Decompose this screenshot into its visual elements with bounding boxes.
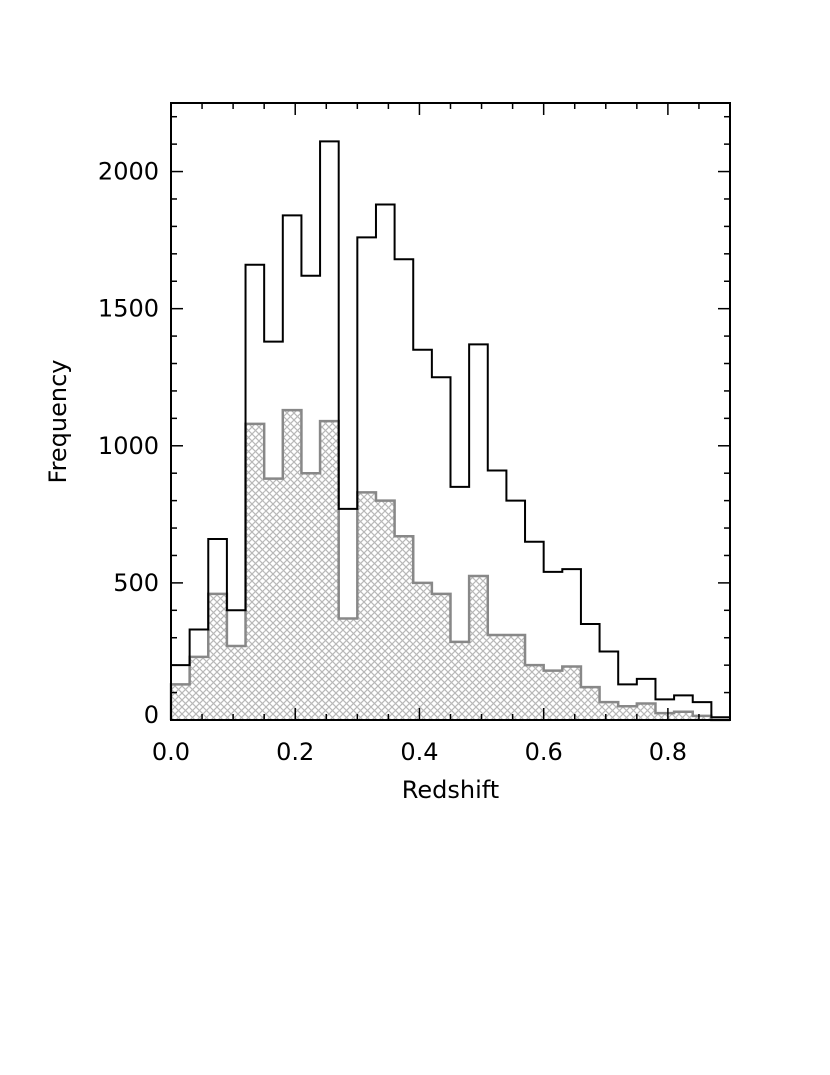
x-tick-label: 0.6 bbox=[525, 738, 563, 766]
hatched-bar bbox=[599, 702, 619, 720]
hatched-bar bbox=[469, 576, 488, 720]
hatched-bar bbox=[450, 641, 470, 720]
total-series-outline bbox=[170, 140, 731, 720]
hatched-bar bbox=[245, 423, 265, 720]
tick-labels: 0.0 0.2 0.4 0.6 0.8 0 500 1000 1500 2000 bbox=[98, 158, 687, 766]
y-axis-label: Frequency bbox=[44, 360, 72, 484]
histogram-bars bbox=[169, 140, 731, 722]
hatched-bar bbox=[431, 593, 451, 720]
hatched-bar bbox=[562, 666, 581, 720]
x-tick-label: 0.8 bbox=[649, 738, 687, 766]
x-tick-label: 0.2 bbox=[276, 738, 314, 766]
hatched-bar bbox=[301, 473, 321, 720]
hatched-bar bbox=[208, 593, 227, 720]
hatched-bar bbox=[655, 713, 675, 720]
y-tick-label: 2000 bbox=[98, 158, 159, 186]
y-tick-label: 500 bbox=[113, 569, 159, 597]
hatched-bar bbox=[282, 410, 302, 720]
hatched-bar bbox=[506, 634, 526, 720]
hatched-bar bbox=[636, 703, 656, 720]
hatched-bar bbox=[357, 492, 376, 720]
hatched-bar bbox=[264, 478, 283, 720]
x-tick-label: 0.0 bbox=[152, 738, 190, 766]
x-tick-label: 0.4 bbox=[400, 738, 438, 766]
hatched-bar bbox=[226, 645, 246, 720]
hatched-bar bbox=[171, 684, 190, 720]
hatched-bar bbox=[692, 715, 712, 720]
hatched-bar bbox=[543, 670, 563, 720]
hatched-bar bbox=[580, 687, 600, 720]
hatched-bar bbox=[189, 656, 209, 720]
hatched-bar bbox=[618, 706, 637, 720]
x-axis-label: Redshift bbox=[402, 776, 499, 804]
y-tick-label: 0 bbox=[144, 701, 159, 729]
hatched-bar bbox=[338, 618, 358, 720]
hatched-series-outline bbox=[169, 408, 730, 722]
hatched-bar bbox=[674, 711, 693, 720]
hatched-bar bbox=[487, 634, 507, 720]
hatched-bar bbox=[375, 500, 395, 720]
plot-frame bbox=[170, 102, 731, 721]
hatched-bar bbox=[413, 582, 432, 720]
y-tick-label: 1500 bbox=[98, 295, 159, 323]
hatched-bar bbox=[394, 536, 414, 720]
hatched-bar bbox=[525, 665, 544, 720]
hatched-bar bbox=[320, 421, 339, 720]
y-tick-label: 1000 bbox=[98, 432, 159, 460]
